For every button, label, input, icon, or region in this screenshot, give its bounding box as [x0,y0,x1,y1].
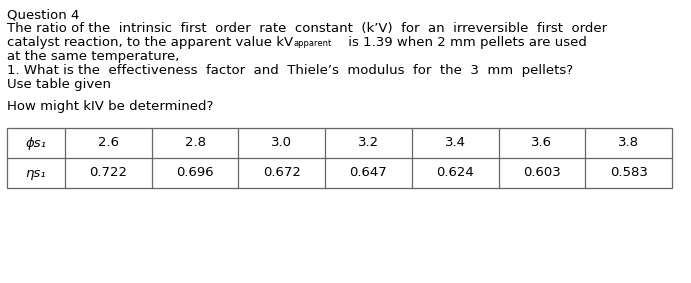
Text: How might kIV be determined?: How might kIV be determined? [7,100,214,113]
Text: 3.0: 3.0 [272,136,292,149]
Text: 3.4: 3.4 [445,136,466,149]
Text: 3.2: 3.2 [358,136,379,149]
Text: 0.624: 0.624 [436,166,474,179]
Text: at the same temperature,: at the same temperature, [7,50,180,63]
Text: catalyst reaction, to the apparent value kV: catalyst reaction, to the apparent value… [7,36,293,49]
Text: 0.647: 0.647 [350,166,388,179]
Bar [7,128,672,188]
Text: ηs₁: ηs₁ [26,166,46,179]
Text: 3.6: 3.6 [531,136,552,149]
Text: 0.722: 0.722 [89,166,127,179]
Text: Use table given: Use table given [7,78,111,91]
Text: 0.603: 0.603 [523,166,561,179]
Text: 3.8: 3.8 [618,136,639,149]
Text: 2.8: 2.8 [184,136,205,149]
Text: The ratio of the  intrinsic  first  order  rate  constant  (k’V)  for  an  irrev: The ratio of the intrinsic first order r… [7,22,607,35]
Text: 0.696: 0.696 [176,166,214,179]
Text: 1. What is the  effectiveness  factor  and  Thiele’s  modulus  for  the  3  mm  : 1. What is the effectiveness factor and … [7,64,573,77]
Text: is 1.39 when 2 mm pellets are used: is 1.39 when 2 mm pellets are used [344,36,587,49]
Text: 2.6: 2.6 [98,136,119,149]
Text: 0.672: 0.672 [263,166,301,179]
Text: ϕs₁: ϕs₁ [26,136,46,149]
Text: apparent: apparent [294,39,332,48]
Text: 0.583: 0.583 [609,166,647,179]
Text: Question 4: Question 4 [7,8,79,21]
